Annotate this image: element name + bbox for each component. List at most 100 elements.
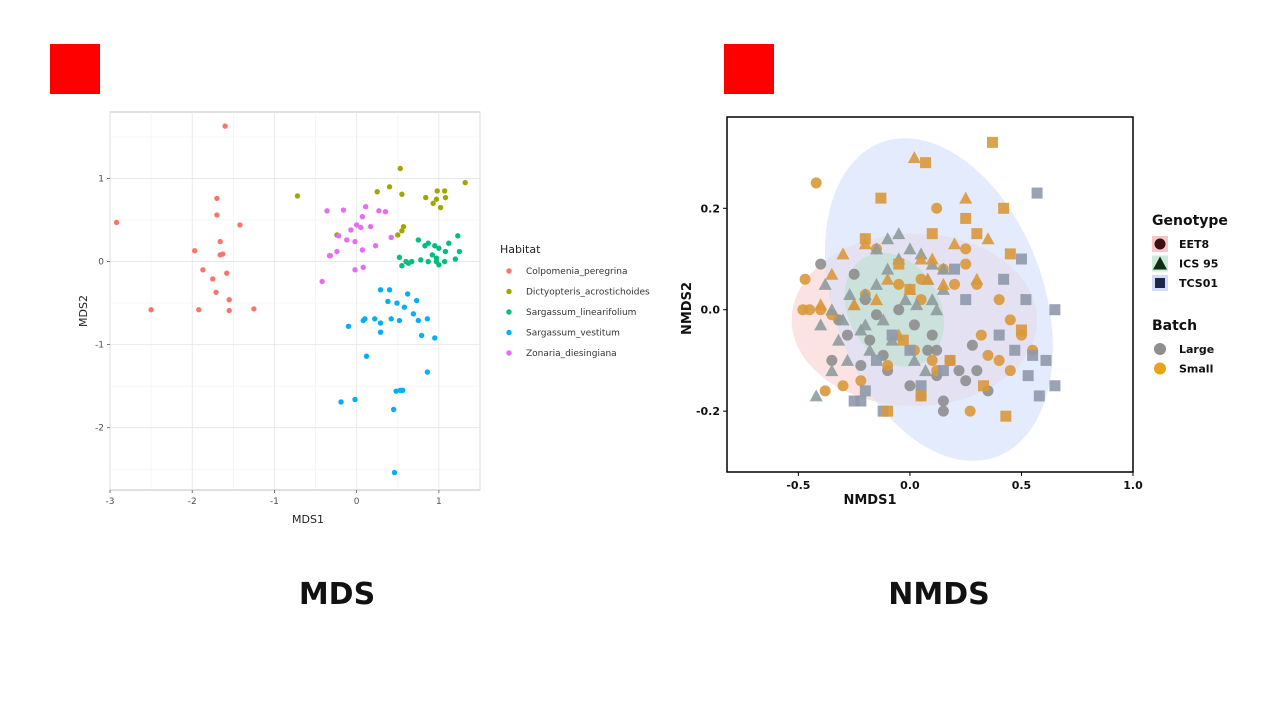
mds-point-dictyopteris_acrostichoides — [442, 194, 449, 201]
nmds-point-tcs01-large — [1022, 370, 1034, 382]
mds-point-sargassum_vestitum — [424, 369, 431, 375]
mds-tick-label-x: -2 — [188, 497, 197, 507]
mds-point-sargassum_vestitum — [397, 387, 403, 394]
mds-point-sargassum_linearifolium — [456, 248, 463, 255]
mds-point-zonaria_diesingiana — [327, 253, 334, 259]
mds-legend-label: Sargassum_vestitum — [526, 329, 620, 339]
nmds-point-ics-95-small — [914, 252, 928, 265]
nmds-point-ics-95-large — [898, 293, 912, 306]
caption-nmds: NMDS — [888, 577, 990, 612]
nmds-point-ics-95-small — [959, 191, 973, 204]
nmds-point-tcs01-small — [897, 334, 909, 346]
mds-point-dictyopteris_acrostichoides — [397, 165, 403, 172]
mds-legend-label: Zonaria_diesingiana — [526, 349, 617, 359]
mds-point-dictyopteris_acrostichoides — [462, 179, 468, 186]
nmds-point-ics-95-large — [910, 298, 924, 311]
mds-point-dictyopteris_acrostichoides — [395, 232, 401, 238]
mds-point-sargassum_linearifolium — [432, 243, 438, 249]
nmds-point-ics-95-large — [930, 303, 944, 316]
nmds-point-eet8-large — [966, 339, 978, 351]
nmds-x-axis-label: NMDS1 — [843, 493, 896, 508]
mds-point-zonaria_diesingiana — [353, 222, 360, 228]
nmds-point-ics-95-small — [981, 232, 995, 245]
mds-point-zonaria_diesingiana — [340, 207, 347, 213]
mds-point-sargassum_vestitum — [410, 311, 417, 317]
mds-point-colpomenia_peregrina — [148, 307, 154, 313]
nmds-point-tcs01-small — [926, 228, 938, 240]
mds-tick-label-y: 1 — [98, 174, 104, 184]
marker-square-right — [724, 44, 774, 94]
nmds-legend-title-batch: Batch — [1152, 318, 1197, 334]
nmds-point-ics-95-small — [970, 272, 984, 285]
nmds-tick-label-x: 0.5 — [1012, 479, 1032, 492]
nmds-point-ics-95-large — [881, 262, 895, 275]
nmds-point-eet8-large — [922, 344, 934, 356]
nmds-point-eet8-small — [837, 380, 849, 392]
nmds-point-tcs01-small — [859, 233, 871, 245]
nmds-point-eet8-small — [926, 354, 938, 366]
nmds-tick-label-x: 1.0 — [1123, 479, 1143, 492]
mds-point-colpomenia_peregrina — [237, 222, 243, 228]
mds-point-colpomenia_peregrina — [210, 276, 216, 282]
nmds-point-ics-95-large — [818, 277, 832, 290]
mds-point-colpomenia_peregrina — [217, 252, 223, 258]
nmds-point-tcs01-small — [960, 212, 972, 224]
mds-legend-title: Habitat — [500, 243, 541, 256]
mds-point-sargassum_linearifolium — [436, 262, 442, 268]
nmds-point-tcs01-small — [920, 157, 932, 169]
mds-point-sargassum_vestitum — [377, 329, 384, 335]
mds-point-sargassum_linearifolium — [415, 237, 422, 243]
mds-point-dictyopteris_acrostichoides — [423, 194, 429, 201]
nmds-point-ics-95-small — [869, 293, 883, 306]
mds-point-sargassum_vestitum — [396, 317, 403, 324]
mds-point-colpomenia_peregrina — [214, 212, 220, 218]
mds-x-axis-label: MDS1 — [292, 513, 324, 526]
mds-point-sargassum_vestitum — [413, 297, 420, 304]
mds-point-zonaria_diesingiana — [358, 224, 364, 231]
nmds-point-ics-95-large — [809, 389, 823, 402]
nmds-point-eet8-large — [904, 380, 916, 392]
nmds-point-tcs01-large — [870, 354, 882, 366]
nmds-point-tcs01-large — [848, 395, 860, 407]
nmds-point-eet8-small — [993, 354, 1005, 366]
mds-point-colpomenia_peregrina — [226, 297, 232, 303]
nmds-point-tcs01-large — [855, 395, 867, 407]
nmds-point-tcs01-small — [893, 258, 905, 270]
mds-point-sargassum_vestitum — [391, 469, 398, 476]
nmds-point-tcs01-large — [1009, 344, 1021, 356]
nmds-point-ics-95-small — [948, 237, 962, 250]
mds-point-zonaria_diesingiana — [344, 237, 350, 243]
mds-point-sargassum_vestitum — [386, 287, 393, 293]
mds-point-sargassum_vestitum — [401, 304, 408, 310]
mds-point-sargassum_vestitum — [385, 298, 391, 305]
nmds-point-tcs01-small — [1000, 410, 1012, 422]
mds-point-dictyopteris_acrostichoides — [294, 193, 301, 199]
mds-point-dictyopteris_acrostichoides — [434, 188, 440, 194]
mds-point-dictyopteris_acrostichoides — [386, 184, 393, 190]
mds-point-zonaria_diesingiana — [335, 233, 342, 239]
nmds-point-tcs01-large — [1049, 304, 1061, 316]
mds-point-colpomenia_peregrina — [217, 238, 223, 245]
nmds-point-eet8-small — [964, 405, 976, 417]
caption-mds: MDS — [298, 577, 376, 612]
nmds-point-ics-95-small — [836, 247, 850, 260]
nmds-tick-label-x: 0.0 — [900, 479, 920, 492]
nmds-point-ics-95-small — [925, 252, 939, 265]
mds-point-dictyopteris_acrostichoides — [441, 188, 448, 194]
nmds-point-ics-95-large — [869, 242, 883, 255]
nmds-point-eet8-large — [870, 309, 882, 321]
mds-tick-label-x: -1 — [270, 497, 279, 507]
mds-point-zonaria_diesingiana — [359, 247, 366, 253]
nmds-point-eet8-small — [993, 294, 1005, 306]
mds-point-sargassum_linearifolium — [418, 257, 424, 263]
nmds-point-eet8-large — [931, 344, 943, 356]
mds-point-colpomenia_peregrina — [191, 248, 198, 254]
nmds-point-eet8-small — [982, 349, 994, 361]
mds-tick-label-x: -3 — [106, 497, 115, 507]
mds-legend-label: Colpomenia_peregrina — [526, 267, 627, 277]
mds-point-sargassum_vestitum — [360, 317, 366, 324]
nmds-point-tcs01-small — [904, 283, 916, 295]
nmds-point-tcs01-large — [1033, 390, 1045, 402]
nmds-point-eet8-small — [931, 202, 943, 214]
